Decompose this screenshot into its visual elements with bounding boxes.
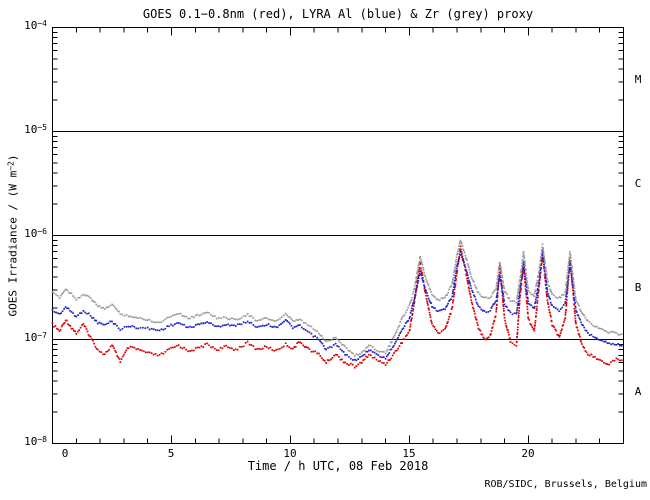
- flare-class-label: M: [634, 73, 642, 86]
- series-lyra-zr-proxy: [51, 239, 623, 357]
- y-tick-label: 10−7: [24, 330, 47, 344]
- x-tick-label: 0: [61, 447, 69, 460]
- series-goes-0-1-0-8nm: [51, 245, 623, 369]
- x-tick-label: 20: [521, 447, 535, 460]
- chart-title: GOES 0.1−0.8nm (red), LYRA Al (blue) & Z…: [142, 7, 534, 21]
- x-axis-label: Time / h UTC, 08 Feb 2018: [247, 459, 429, 473]
- y-tick-label: 10−6: [24, 226, 47, 240]
- flare-class-label: C: [634, 177, 642, 190]
- flare-class-label: A: [634, 385, 642, 398]
- flare-class-label: B: [634, 281, 642, 294]
- credit-text: ROB/SIDC, Brussels, Belgium: [484, 479, 647, 490]
- x-tick-label: 5: [167, 447, 175, 460]
- x-tick-label: 10: [283, 447, 297, 460]
- x-tick-label: 15: [402, 447, 416, 460]
- series-lyra-al-proxy: [51, 249, 623, 362]
- y-tick-label: 10−4: [24, 18, 47, 32]
- y-tick-label: 10−8: [24, 434, 47, 448]
- y-tick-label: 10−5: [24, 122, 47, 136]
